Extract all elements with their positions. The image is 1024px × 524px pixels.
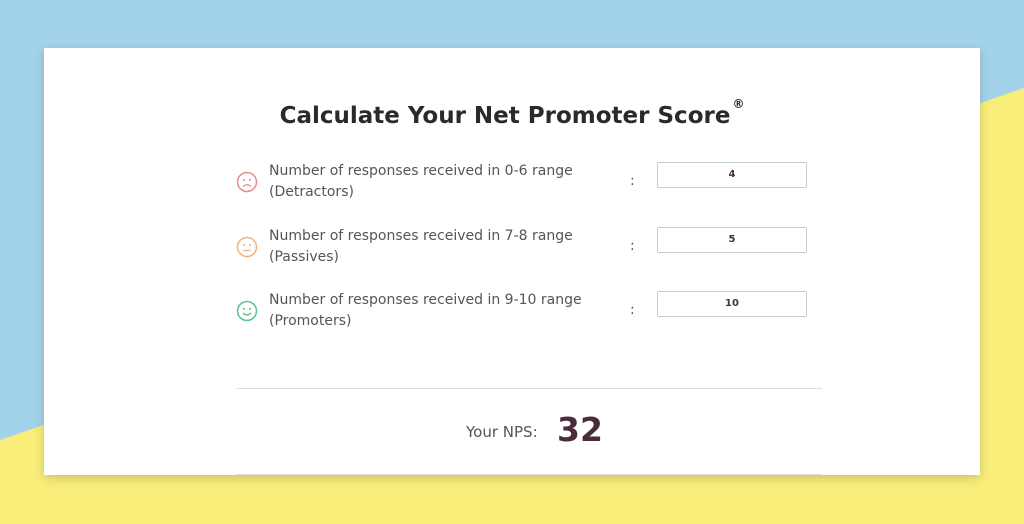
nps-label: Your NPS: bbox=[466, 423, 538, 441]
row-label: Number of responses received in 9-10 ran… bbox=[269, 290, 582, 332]
row: Number of responses received in 9-10 ran… bbox=[44, 290, 980, 334]
row-label: Number of responses received in 7-8 rang… bbox=[269, 226, 573, 268]
sad-icon bbox=[236, 171, 258, 193]
label-line: Number of responses received in 9-10 ran… bbox=[269, 292, 582, 308]
row-label: Number of responses received in 0-6 rang… bbox=[269, 161, 573, 203]
row: Number of responses received in 7-8 rang… bbox=[44, 226, 980, 270]
number-input[interactable]: 10 bbox=[657, 291, 807, 317]
divider bbox=[236, 388, 822, 389]
label-line: Number of responses received in 0-6 rang… bbox=[269, 163, 573, 179]
number-input[interactable]: 4 bbox=[657, 162, 807, 188]
label-line: (Promoters) bbox=[269, 313, 352, 329]
title-text: Calculate Your Net Promoter Score bbox=[279, 103, 731, 129]
registered-mark: ® bbox=[732, 97, 745, 112]
divider bbox=[236, 474, 822, 475]
separator: : bbox=[630, 238, 635, 254]
separator: : bbox=[630, 173, 635, 189]
number-input[interactable]: 5 bbox=[657, 227, 807, 253]
label-line: Number of responses received in 7-8 rang… bbox=[269, 228, 573, 244]
calculator-card: Calculate Your Net Promoter Score ® Numbe… bbox=[44, 48, 980, 475]
label-line: (Passives) bbox=[269, 249, 339, 265]
row: Number of responses received in 0-6 rang… bbox=[44, 161, 980, 205]
separator: : bbox=[630, 302, 635, 318]
neutral-icon bbox=[236, 236, 258, 258]
happy-icon bbox=[236, 300, 258, 322]
title: Calculate Your Net Promoter Score ® bbox=[44, 97, 980, 129]
label-line: (Detractors) bbox=[269, 184, 354, 200]
nps-value: 32 bbox=[557, 410, 603, 449]
